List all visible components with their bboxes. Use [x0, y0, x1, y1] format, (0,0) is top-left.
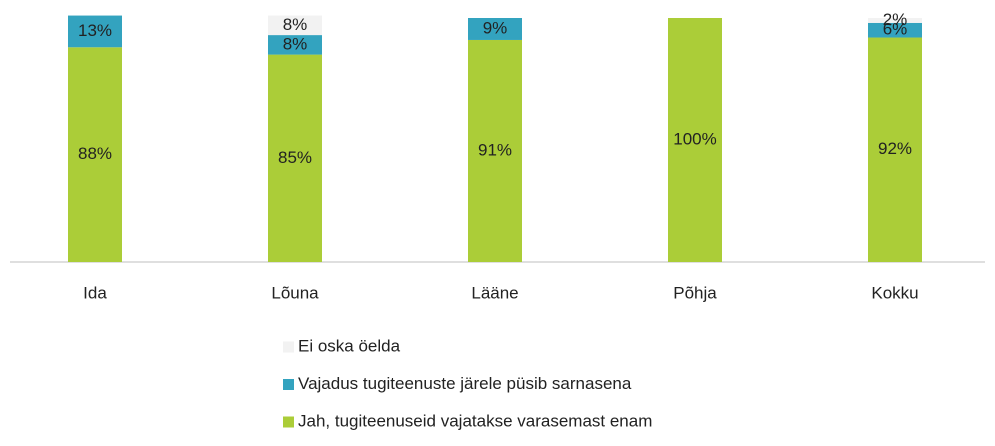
legend-label: Vajadus tugiteenuste järele püsib sarnas…	[298, 374, 632, 393]
legend-swatch	[283, 341, 294, 353]
legend-label: Ei oska öelda	[298, 336, 401, 355]
data-label: 85%	[278, 148, 312, 167]
bar-segment	[868, 18, 922, 23]
x-tick-label: Lõuna	[271, 283, 319, 302]
bar-segment	[68, 47, 122, 262]
bar-segment	[868, 37, 922, 262]
bar-segment	[668, 18, 722, 262]
bar-segment	[268, 35, 322, 55]
legend-swatch	[283, 379, 294, 390]
x-tick-label: Lääne	[471, 283, 518, 302]
data-label: 2%	[883, 10, 908, 29]
x-tick-label: Kokku	[871, 283, 918, 302]
legend-swatch	[283, 416, 294, 428]
data-label: 100%	[673, 129, 716, 148]
bar-segment	[468, 18, 522, 40]
data-label: 91%	[478, 140, 512, 159]
x-tick-label: Põhja	[673, 283, 717, 302]
bar-segment	[468, 39, 522, 263]
data-label: 8%	[283, 15, 308, 34]
x-tick-label: Ida	[83, 283, 107, 302]
bar-segment	[268, 15, 322, 36]
data-label: 9%	[483, 18, 508, 37]
data-label: 88%	[78, 144, 112, 163]
bar-segment	[268, 54, 322, 262]
data-label: 92%	[878, 139, 912, 158]
legend-label: Jah, tugiteenuseid vajatakse varasemast …	[298, 411, 652, 430]
data-label: 8%	[283, 34, 308, 53]
data-label: 13%	[78, 21, 112, 40]
bar-segment	[68, 15, 122, 48]
bar-segment	[868, 22, 922, 38]
data-label: 6%	[883, 20, 908, 39]
